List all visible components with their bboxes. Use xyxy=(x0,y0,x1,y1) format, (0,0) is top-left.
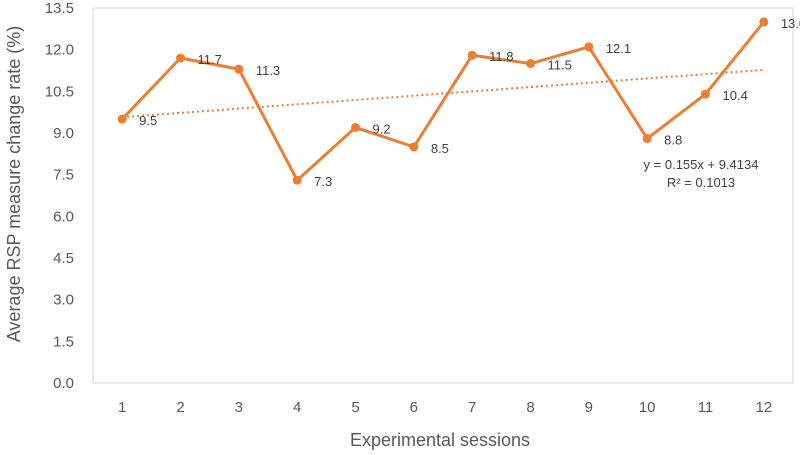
x-tick-label: 8 xyxy=(526,399,534,416)
data-label: 10.4 xyxy=(723,88,748,103)
data-label: 9.2 xyxy=(373,121,391,136)
data-label: 11.3 xyxy=(256,63,280,78)
x-tick-label: 6 xyxy=(410,399,418,416)
x-axis-ticks: 1 2 3 4 5 6 7 8 9 10 11 12 xyxy=(118,399,772,416)
series-line xyxy=(121,20,766,182)
x-tick-label: 12 xyxy=(755,399,772,416)
x-tick-label: 9 xyxy=(585,399,593,416)
data-label: 8.5 xyxy=(431,141,449,156)
data-point xyxy=(409,142,419,152)
trendline-line xyxy=(122,68,764,119)
y-tick-label: 7.5 xyxy=(53,167,74,184)
data-label: 12.1 xyxy=(606,41,631,56)
data-point xyxy=(642,134,652,144)
data-label: 13.0 xyxy=(781,16,800,31)
x-tick-label: 4 xyxy=(293,399,301,416)
y-tick-label: 10.5 xyxy=(45,83,74,100)
data-labels: 9.5 11.7 11.3 7.3 9.2 8.5 11.8 11.5 12.1 8.8 10.4 1… xyxy=(139,16,800,189)
y-tick-label: 4.5 xyxy=(53,250,74,267)
data-point xyxy=(117,114,127,124)
data-label: 11.8 xyxy=(489,49,513,64)
y-tick-label: 3.0 xyxy=(53,292,74,309)
data-point xyxy=(351,122,360,132)
y-axis-title: Average RSP measure change rate (%) xyxy=(4,26,24,343)
plot-area-frame xyxy=(92,7,794,384)
x-tick-label: 1 xyxy=(118,399,126,416)
y-tick-label: 1.5 xyxy=(53,333,74,350)
x-tick-label: 2 xyxy=(176,399,184,416)
trendline xyxy=(122,68,764,119)
data-point xyxy=(234,64,244,74)
x-tick-label: 10 xyxy=(639,399,656,416)
x-tick-label: 11 xyxy=(698,399,714,416)
data-point xyxy=(292,175,302,185)
x-tick-label: 5 xyxy=(351,399,359,416)
y-tick-label: 9.0 xyxy=(53,125,74,142)
y-axis-ticks: 0.0 1.5 3.0 4.5 6.0 7.5 9.0 10.5 12.0 13.5 xyxy=(45,0,74,392)
data-point xyxy=(467,50,477,60)
trendline-equation: y = 0.155x + 9.4134 xyxy=(644,157,759,172)
y-tick-label: 0.0 xyxy=(53,375,74,392)
data-point xyxy=(701,89,710,99)
data-label: 7.3 xyxy=(314,174,332,189)
data-label: 11.7 xyxy=(198,52,222,67)
y-tick-label: 12.0 xyxy=(45,42,74,59)
y-tick-label: 6.0 xyxy=(53,208,74,225)
data-label: 11.5 xyxy=(548,58,572,73)
data-point xyxy=(584,42,594,52)
data-point xyxy=(526,59,535,69)
y-tick-label: 13.5 xyxy=(45,0,74,17)
x-axis-title: Experimental sessions xyxy=(350,430,530,450)
x-tick-label: 3 xyxy=(235,399,243,416)
x-tick-label: 7 xyxy=(468,399,476,416)
trendline-r2: R² = 0.1013 xyxy=(667,175,735,190)
data-label: 9.5 xyxy=(139,113,157,128)
data-label: 8.8 xyxy=(664,133,682,148)
data-point xyxy=(176,53,185,63)
data-point xyxy=(759,17,769,27)
data-series xyxy=(117,17,769,185)
